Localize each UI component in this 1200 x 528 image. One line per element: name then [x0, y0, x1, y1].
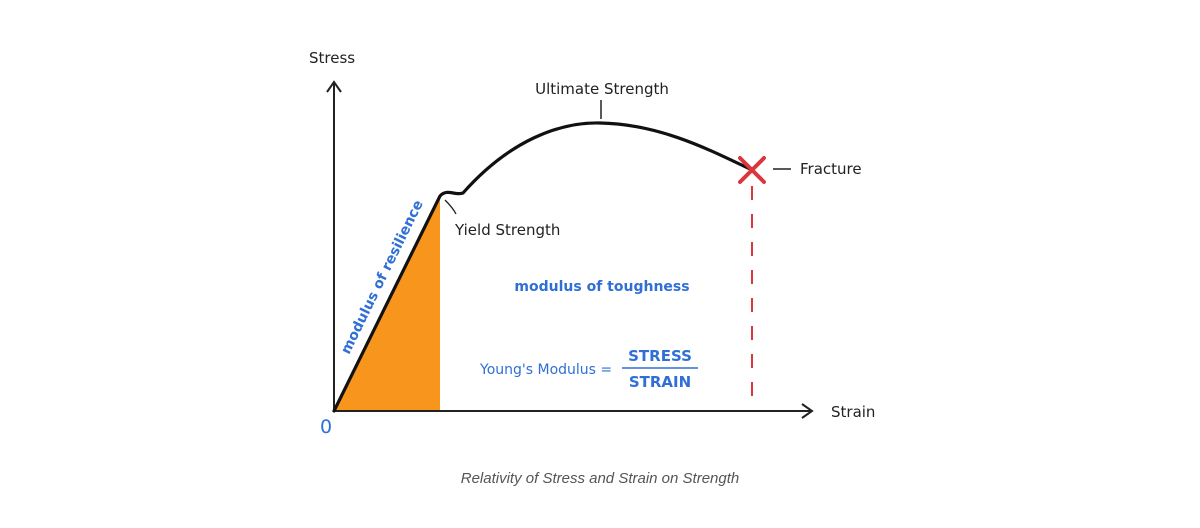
fracture-x-icon — [738, 156, 766, 184]
y-axis-label: Stress — [309, 49, 355, 67]
figure-caption: Relativity of Stress and Strain on Stren… — [460, 470, 740, 487]
ultimate-strength-label: Ultimate Strength — [535, 80, 669, 98]
youngs-modulus-label: Young's Modulus = — [479, 362, 612, 378]
youngs-numerator: STRESS — [628, 347, 692, 365]
origin-label: 0 — [320, 416, 332, 438]
x-axis-arrow — [801, 403, 814, 419]
modulus-of-toughness-label: modulus of toughness — [514, 279, 689, 295]
yield-strength-pointer — [444, 199, 457, 215]
fracture-label: Fracture — [800, 160, 862, 178]
stress-strain-curve — [332, 121, 754, 413]
y-axis-arrow — [326, 80, 342, 93]
x-axis-label: Strain — [831, 403, 875, 421]
youngs-denominator: STRAIN — [629, 373, 691, 391]
yield-strength-label: Yield Strength — [454, 221, 560, 239]
